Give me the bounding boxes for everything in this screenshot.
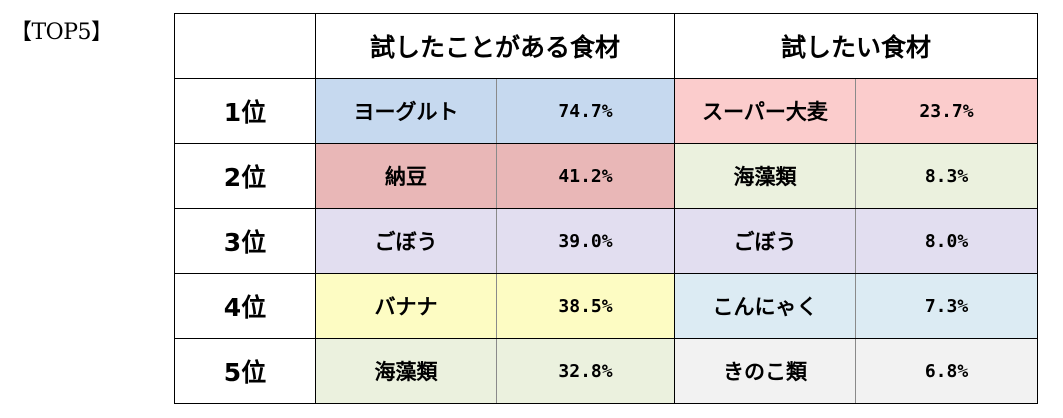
tried-food-cell: 海藻類 bbox=[315, 338, 497, 404]
tried-pct-cell: 39.0% bbox=[495, 208, 676, 274]
tried-food-cell: バナナ bbox=[315, 273, 497, 339]
table-row: 1位 ヨーグルト 74.7% スーパー大麦 23.7% bbox=[174, 78, 1039, 144]
corner-cell bbox=[174, 13, 316, 79]
table-row: 5位 海藻類 32.8% きのこ類 6.8% bbox=[174, 338, 1039, 404]
want-pct-cell: 7.3% bbox=[855, 273, 1039, 339]
rank-cell: 3位 bbox=[174, 208, 316, 274]
tried-food-cell: ごぼう bbox=[315, 208, 497, 274]
want-food-cell: スーパー大麦 bbox=[674, 78, 857, 144]
header-want: 試したい食材 bbox=[674, 13, 1039, 79]
want-food-cell: 海藻類 bbox=[674, 143, 857, 209]
table-row: 3位 ごぼう 39.0% ごぼう 8.0% bbox=[174, 208, 1039, 274]
want-food-cell: きのこ類 bbox=[674, 338, 857, 404]
rank-cell: 2位 bbox=[174, 143, 316, 209]
want-pct-cell: 6.8% bbox=[855, 338, 1039, 404]
want-food-cell: こんにゃく bbox=[674, 273, 857, 339]
table-row: 4位 バナナ 38.5% こんにゃく 7.3% bbox=[174, 273, 1039, 339]
rank-cell: 4位 bbox=[174, 273, 316, 339]
tried-pct-cell: 38.5% bbox=[495, 273, 676, 339]
top5-label: 【TOP5】 bbox=[10, 20, 113, 45]
tried-food-cell: ヨーグルト bbox=[315, 78, 497, 144]
header-row: 試したことがある食材 試したい食材 bbox=[174, 13, 1039, 79]
want-pct-cell: 8.3% bbox=[855, 143, 1039, 209]
want-pct-cell: 8.0% bbox=[855, 208, 1039, 274]
table-row: 2位 納豆 41.2% 海藻類 8.3% bbox=[174, 143, 1039, 209]
rank-cell: 5位 bbox=[174, 338, 316, 404]
tried-pct-cell: 32.8% bbox=[495, 338, 676, 404]
want-pct-cell: 23.7% bbox=[855, 78, 1039, 144]
tried-pct-cell: 41.2% bbox=[495, 143, 676, 209]
tried-pct-cell: 74.7% bbox=[495, 78, 676, 144]
header-tried: 試したことがある食材 bbox=[314, 13, 676, 79]
tried-food-cell: 納豆 bbox=[315, 143, 497, 209]
rank-cell: 1位 bbox=[174, 78, 316, 144]
want-food-cell: ごぼう bbox=[674, 208, 857, 274]
ranking-table: 試したことがある食材 試したい食材 1位 ヨーグルト 74.7% スーパー大麦 23.7… bbox=[174, 13, 1039, 404]
